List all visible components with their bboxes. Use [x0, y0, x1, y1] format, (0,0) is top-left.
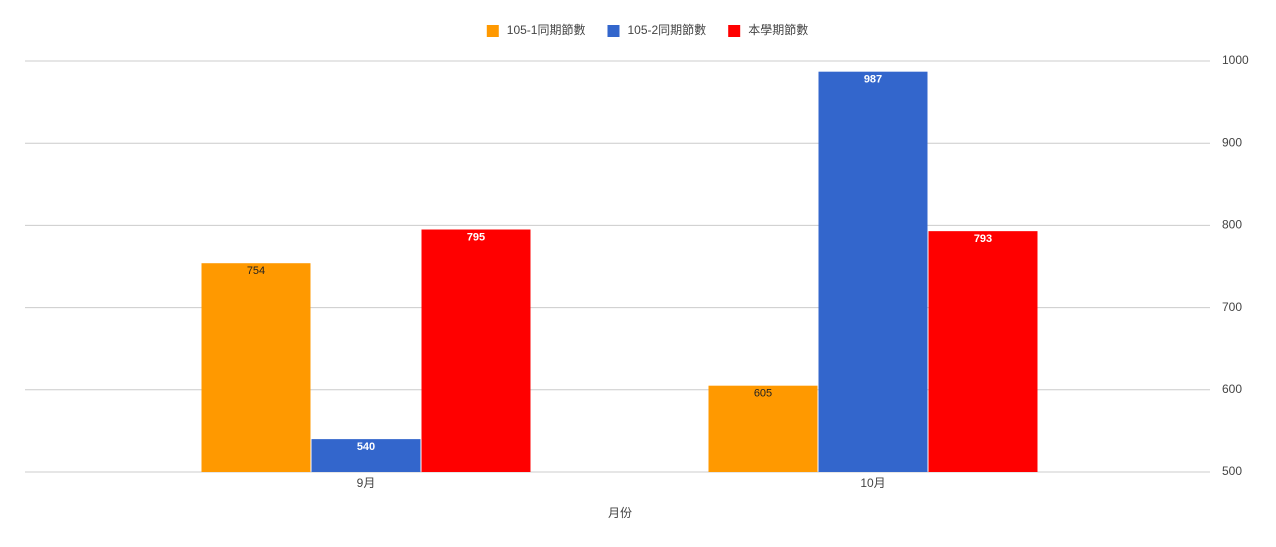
legend-swatch [728, 25, 741, 37]
data-label: 605 [754, 388, 772, 400]
bar [818, 71, 928, 472]
x-tick-label: 10月 [860, 476, 885, 490]
data-label: 795 [467, 231, 485, 243]
y-tick-label: 600 [1222, 382, 1242, 396]
y-tick-label: 900 [1222, 135, 1242, 149]
data-label: 754 [247, 265, 265, 277]
x-axis-title: 月份 [608, 506, 632, 520]
legend: 105-1同期節數 105-2同期節數 本學期節數 [486, 22, 808, 37]
data-label: 793 [974, 233, 992, 245]
data-label: 540 [357, 441, 375, 453]
bar [311, 439, 421, 472]
legend-label: 105-1同期節數 [507, 22, 586, 37]
y-tick-label: 500 [1222, 464, 1242, 478]
bar [201, 263, 311, 472]
legend-label: 105-2同期節數 [627, 22, 706, 37]
y-tick-label: 800 [1222, 218, 1242, 232]
bar [708, 385, 818, 472]
data-label: 987 [864, 74, 882, 86]
bar [421, 229, 531, 472]
legend-swatch [486, 25, 499, 37]
x-tick-label: 9月 [357, 476, 376, 490]
y-tick-label: 700 [1222, 300, 1242, 314]
legend-swatch [607, 25, 620, 37]
y-tick-label: 1000 [1222, 53, 1249, 67]
legend-label: 本學期節數 [748, 22, 808, 37]
bar [928, 231, 1038, 472]
